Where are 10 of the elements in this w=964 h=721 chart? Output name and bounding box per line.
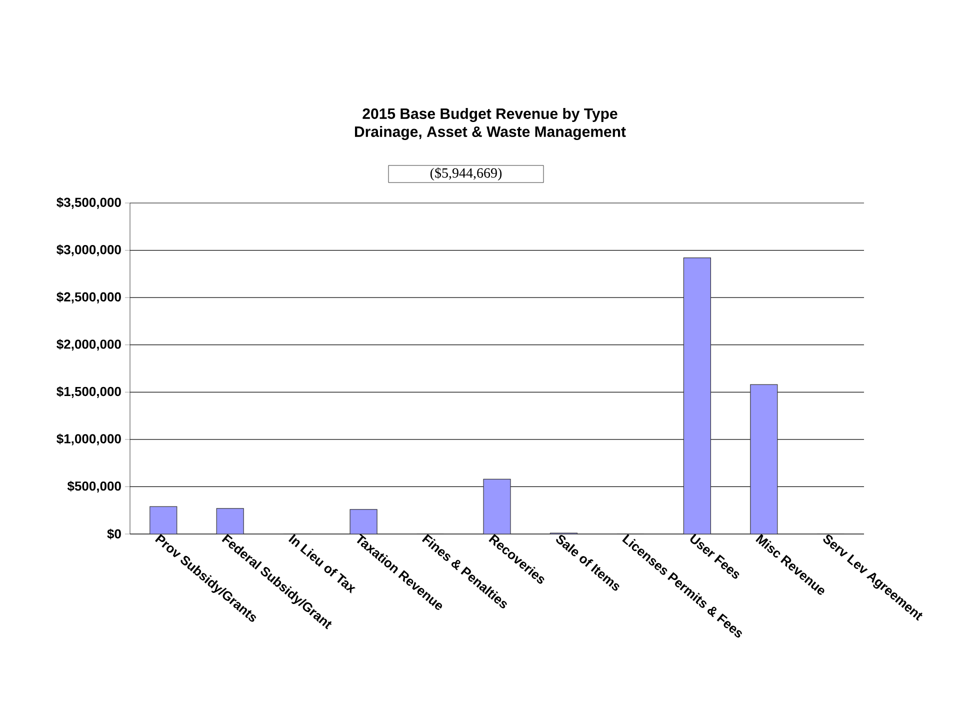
y-tick-label: $3,000,000 [56,244,121,256]
y-tick-label: $1,500,000 [56,386,121,398]
y-tick-label: $2,500,000 [56,292,121,304]
y-tick-label: $3,500,000 [56,197,121,209]
y-tick-label: $1,000,000 [56,434,121,446]
chart-subtitle: ($5,944,669) [430,167,502,181]
y-tick-label: $500,000 [67,480,121,493]
y-tick-label: $0 [107,528,121,540]
chart-title: 2015 Base Budget Revenue by Type Drainage, Asset & Waste Management [354,108,626,140]
y-tick-label: $2,000,000 [56,339,121,351]
